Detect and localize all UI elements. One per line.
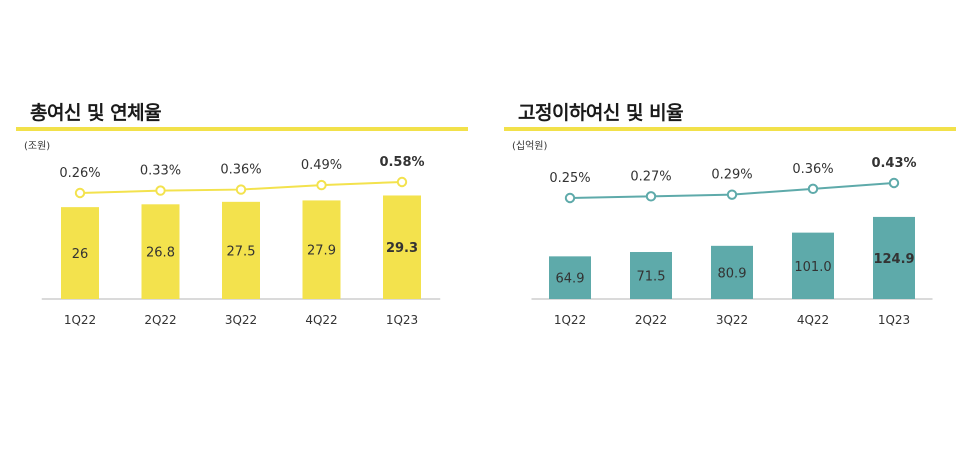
bar-value-label: 71.5	[637, 270, 666, 285]
bar-value-label: 101.0	[794, 260, 831, 275]
bar-4Q22	[302, 200, 341, 299]
chart-title: 고정이하여신 및 비율	[518, 102, 684, 124]
x-tick-label: 1Q22	[554, 313, 586, 327]
x-tick-label: 1Q23	[878, 313, 910, 327]
rate-label: 0.58%	[379, 155, 424, 170]
combo-chart-npl: 64.9 1Q22 71.5 2Q22 80.9 3Q22 101.0 4Q22 124.9 1Q…	[531, 156, 933, 327]
bar-1Q22	[549, 256, 591, 299]
rate-marker	[888, 177, 900, 189]
rate-marker	[807, 183, 819, 195]
rate-marker	[396, 176, 408, 188]
bar-value-label: 27.9	[307, 244, 336, 259]
x-tick-label: 1Q23	[386, 313, 418, 327]
bar-1Q23	[383, 195, 421, 299]
bar-3Q22	[711, 245, 753, 299]
unit-label: (조원)	[24, 141, 51, 152]
x-tick-label: 2Q22	[144, 313, 176, 327]
combo-chart-total-loans: 26 1Q22 26.8 2Q22 27.5 3Q22 27.9 4Q22 29.3 1Q23 0.…	[41, 155, 441, 327]
x-tick-label: 2Q22	[635, 313, 667, 327]
bar-value-label: 26	[72, 247, 89, 262]
x-tick-label: 4Q22	[797, 313, 829, 327]
rate-marker	[74, 187, 86, 199]
rate-marker	[155, 185, 166, 196]
rate-marker	[235, 184, 247, 195]
bar-value-label: 80.9	[718, 266, 747, 281]
rate-marker	[645, 191, 657, 202]
bar-value-label: 124.9	[873, 252, 914, 267]
bar-value-label: 26.8	[146, 246, 175, 261]
bar-3Q22	[222, 201, 260, 299]
right-chart-panel: 고정이하여신 및 비율 (십억원) 64.9 1Q22 71.5 2Q22 80.9 3Q…	[498, 0, 958, 449]
x-tick-label: 1Q22	[64, 313, 96, 327]
bar-4Q22	[792, 232, 834, 299]
rate-marker	[564, 192, 576, 204]
x-tick-label: 4Q22	[305, 313, 337, 327]
rate-label: 0.33%	[140, 164, 181, 179]
bar-1Q22	[61, 207, 99, 299]
rate-label: 0.26%	[59, 166, 100, 181]
rate-label: 0.49%	[301, 158, 342, 173]
bar-value-label: 29.3	[386, 241, 418, 256]
rate-label: 0.25%	[549, 171, 590, 186]
left-chart-panel: 총여신 및 연체율 (조원) 26 1Q22 26.8 2Q22 27.5 3Q22 27.…	[10, 0, 470, 449]
bar-value-label: 27.5	[227, 244, 256, 259]
bar-1Q23	[873, 216, 915, 299]
rate-label: 0.29%	[711, 168, 752, 183]
chart-title: 총여신 및 연체율	[30, 102, 162, 124]
title-underline	[16, 127, 468, 131]
unit-label: (십억원)	[512, 141, 548, 152]
bar-2Q22	[630, 252, 672, 299]
bar-value-label: 64.9	[556, 272, 585, 287]
title-underline	[504, 127, 956, 131]
rate-marker	[316, 179, 327, 191]
x-tick-label: 3Q22	[225, 313, 257, 327]
rate-label: 0.36%	[792, 162, 833, 177]
rate-label: 0.36%	[220, 163, 261, 178]
x-tick-label: 3Q22	[716, 313, 748, 327]
rate-marker	[726, 189, 738, 200]
bar-2Q22	[141, 204, 180, 299]
rate-label: 0.43%	[871, 156, 916, 171]
rate-label: 0.27%	[630, 169, 671, 184]
